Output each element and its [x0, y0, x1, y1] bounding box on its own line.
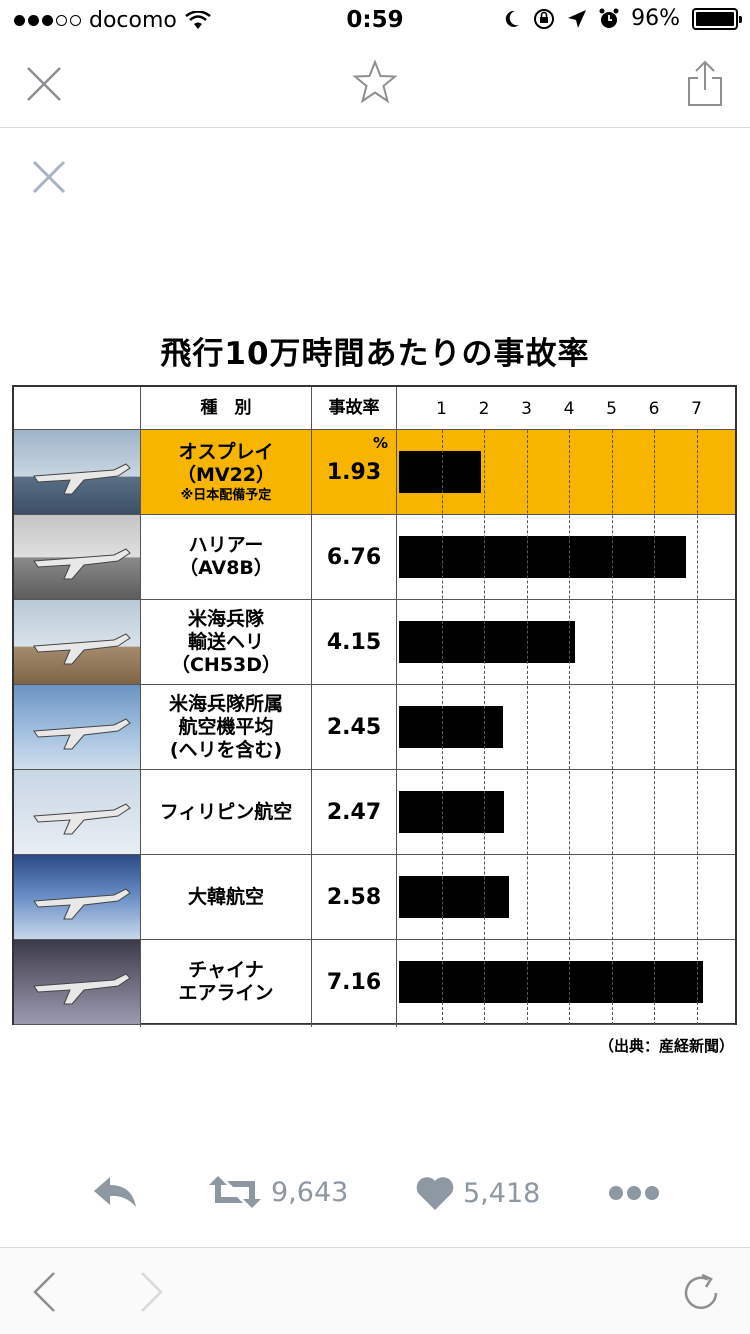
aircraft-photo: [14, 515, 140, 599]
data-bar: [399, 536, 687, 578]
aircraft-photo: [14, 600, 140, 684]
aircraft-photo: [14, 685, 140, 769]
row-rate: 7.16: [326, 969, 382, 995]
retweet-count: 9,643: [271, 1176, 349, 1208]
aircraft-photo: [14, 855, 140, 939]
x-tick-label: 2: [478, 399, 490, 419]
gridline: [569, 430, 570, 1025]
gridline: [526, 430, 528, 1025]
location-arrow-icon: [568, 9, 587, 28]
row-note: ※日本配備予定: [180, 487, 272, 503]
signal-strength-icon: [14, 15, 81, 26]
status-time: 0:59: [346, 7, 404, 33]
x-tick-label: 7: [691, 399, 702, 419]
aircraft-photo: [14, 430, 140, 514]
reply-icon: [94, 1177, 136, 1207]
row-type-name: チャイナ エアライン: [178, 959, 274, 1004]
row-rate: 6.76: [326, 544, 382, 570]
gridline: [484, 430, 485, 1025]
media-close-icon[interactable]: [30, 158, 68, 196]
chart-header: 種 別 事故率 1 2 3 4 5 6 7: [14, 387, 735, 430]
row-type-name: フィリピン航空: [159, 800, 293, 823]
row-rate: 2.47: [326, 799, 382, 825]
moon-icon: [505, 10, 520, 27]
data-bar: [399, 621, 576, 663]
tweet-actions: 9,643 5,418: [0, 1165, 750, 1225]
x-tick-label: 6: [648, 399, 660, 419]
back-icon[interactable]: [30, 1270, 58, 1314]
row-type-name: 大韓航空: [187, 885, 264, 908]
battery-percent: 96%: [631, 6, 680, 31]
aircraft-photo: [14, 940, 140, 1024]
gridline: [441, 430, 443, 1025]
wifi-icon: [185, 10, 211, 29]
gridline: [654, 430, 655, 1025]
chart-row: チャイナ エアライン 7.16: [14, 940, 735, 1025]
chart-row: フィリピン航空 2.47: [14, 770, 735, 855]
chart-title: 飛行10万時間あたりの事故率: [160, 336, 590, 372]
star-icon[interactable]: [352, 60, 398, 104]
battery-icon: [692, 7, 742, 30]
alarm-icon: [599, 8, 619, 28]
retweet-button[interactable]: 9,643: [207, 1175, 348, 1209]
data-bar: [399, 451, 482, 493]
more-button[interactable]: [608, 1185, 660, 1201]
more-icon: [609, 1186, 659, 1200]
gridline: [696, 430, 698, 1025]
status-bar: docomo 0:59 96%: [0, 0, 750, 40]
row-type-name: 米海兵隊所属 航空機平均 (ヘリを含む): [168, 692, 283, 761]
chart-row: オスプレイ （MV22） ※日本配備予定 1.93%: [14, 430, 735, 515]
close-icon[interactable]: [26, 66, 62, 102]
x-tick-label: 5: [606, 399, 617, 419]
row-rate: 2.45: [326, 714, 382, 740]
retweet-icon: [209, 1176, 261, 1208]
gridline: [611, 430, 613, 1025]
rotation-lock-icon: [534, 8, 555, 29]
row-rate: 2.58: [326, 884, 382, 910]
x-tick-label: 3: [521, 399, 532, 419]
x-tick-label: 1: [436, 399, 447, 419]
header-type: 種 別: [200, 398, 252, 418]
row-rate: 4.15: [326, 629, 382, 655]
chart-row: 大韓航空 2.58: [14, 855, 735, 940]
row-type-name: オスプレイ （MV22） ※日本配備予定: [141, 430, 311, 514]
reply-button[interactable]: [92, 1175, 138, 1209]
data-bar: [399, 706, 504, 748]
browser-toolbar: [0, 1247, 750, 1334]
chart-source: （出典：産経新聞）: [598, 1037, 734, 1055]
row-type-name: ハリアー （AV8B）: [179, 534, 273, 579]
chart-row: 米海兵隊 輸送ヘリ （CH53D） 4.15: [14, 600, 735, 685]
data-bar: [399, 791, 504, 833]
top-nav: [0, 40, 750, 128]
heart-icon: [416, 1177, 454, 1210]
forward-icon[interactable]: [138, 1270, 166, 1314]
chart-row: 米海兵隊所属 航空機平均 (ヘリを含む) 2.45: [14, 685, 735, 770]
reload-icon[interactable]: [680, 1272, 722, 1314]
chart-row: ハリアー （AV8B） 6.76: [14, 515, 735, 600]
share-icon[interactable]: [686, 60, 724, 108]
row-rate: 1.93%: [312, 430, 396, 514]
aircraft-photo: [14, 770, 140, 854]
unit-label: %: [372, 434, 388, 452]
like-count: 5,418: [463, 1177, 541, 1209]
accident-rate-chart: 飛行10万時間あたりの事故率 種 別 事故率 1 2 3 4 5 6 7 オスプレイ （MV2…: [0, 310, 750, 1070]
like-button[interactable]: 5,418: [415, 1175, 540, 1211]
data-bar: [399, 876, 509, 918]
x-tick-label: 4: [563, 399, 575, 419]
header-rate: 事故率: [328, 398, 380, 418]
data-bar: [399, 961, 704, 1003]
carrier-name: docomo: [89, 8, 177, 33]
row-type-name: 米海兵隊 輸送ヘリ （CH53D）: [170, 607, 282, 676]
